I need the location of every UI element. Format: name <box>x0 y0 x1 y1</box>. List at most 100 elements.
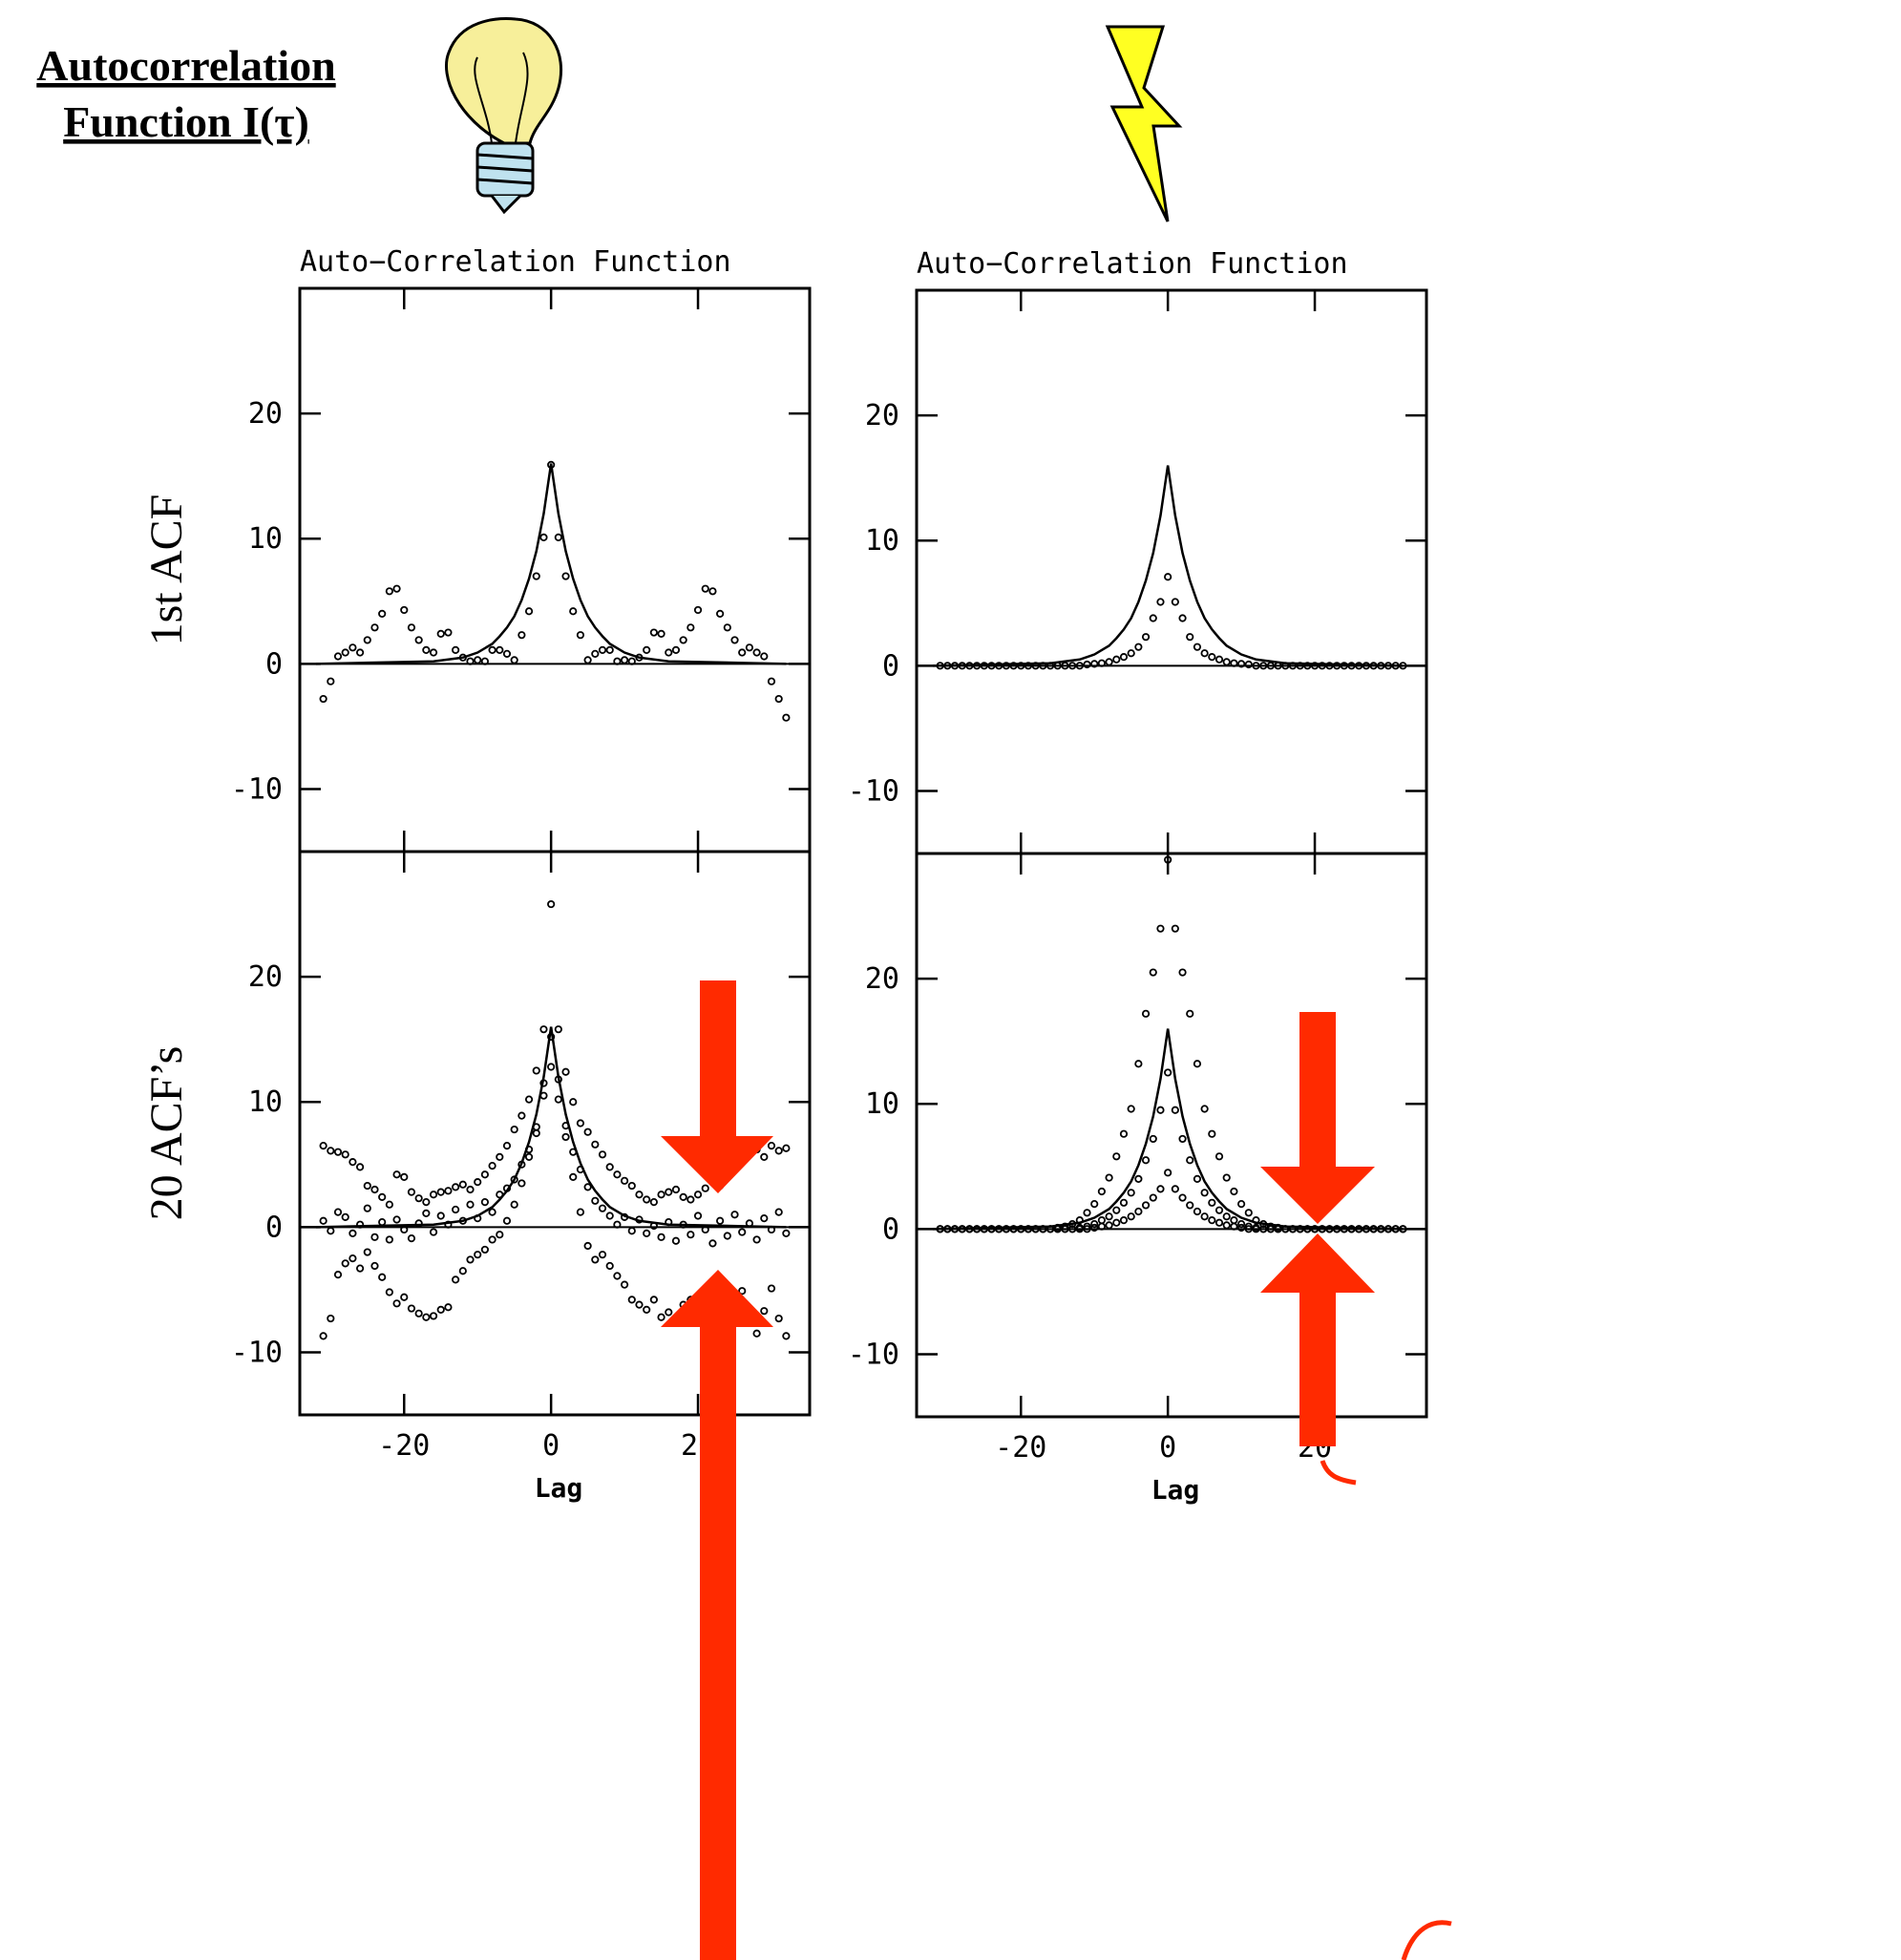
data-point <box>1186 1009 1194 1018</box>
data-point <box>1097 1222 1107 1231</box>
data-point <box>1119 1198 1129 1207</box>
data-point <box>1296 1225 1304 1233</box>
data-point <box>1156 924 1165 933</box>
data-point <box>1090 1219 1099 1229</box>
data-point <box>1017 662 1025 670</box>
data-point <box>363 636 371 644</box>
data-point <box>643 1305 651 1314</box>
data-point <box>474 1251 482 1259</box>
data-point <box>635 1191 644 1199</box>
data-point <box>665 1217 673 1227</box>
data-point <box>349 643 357 652</box>
data-point <box>1186 1156 1194 1165</box>
data-point <box>657 629 665 638</box>
data-point <box>605 1261 614 1271</box>
data-point <box>363 1248 371 1256</box>
data-point <box>716 1216 725 1225</box>
data-point <box>370 623 379 632</box>
data-point <box>1193 1174 1202 1183</box>
data-point <box>1236 1200 1246 1209</box>
data-point <box>723 623 731 632</box>
data-point <box>422 1313 431 1321</box>
data-point <box>414 1219 423 1228</box>
data-point <box>1053 1225 1062 1233</box>
data-point <box>576 1165 585 1174</box>
data-point <box>444 1303 453 1312</box>
data-point <box>1288 1225 1298 1233</box>
data-point <box>1149 1193 1157 1202</box>
data-point <box>1340 662 1348 670</box>
data-point <box>444 1187 453 1195</box>
data-point <box>1002 1225 1010 1233</box>
data-point <box>452 1183 460 1191</box>
data-point <box>782 1229 791 1237</box>
data-point <box>1090 1200 1099 1209</box>
data-point <box>1244 660 1253 669</box>
data-point <box>1296 662 1304 670</box>
data-point <box>701 1184 709 1192</box>
data-point <box>1310 1225 1320 1233</box>
data-point <box>370 1233 379 1241</box>
data-point <box>1061 662 1069 670</box>
data-point <box>378 1192 387 1201</box>
data-point <box>1127 1189 1135 1197</box>
data-point <box>686 1195 695 1204</box>
data-point <box>327 1147 335 1155</box>
data-point <box>1193 1207 1202 1216</box>
data-point <box>1362 662 1371 670</box>
data-point <box>554 533 562 542</box>
plot-frame <box>298 286 812 854</box>
data-point <box>547 460 556 469</box>
data-point <box>782 713 791 722</box>
data-point <box>583 1128 592 1136</box>
data-point <box>1384 1225 1393 1233</box>
data-point <box>496 1231 504 1239</box>
data-point <box>1391 662 1400 670</box>
data-point <box>760 1214 769 1223</box>
data-point <box>649 1198 658 1207</box>
data-point <box>1017 1225 1025 1233</box>
x-tick-label: -20 <box>995 1431 1046 1465</box>
data-point <box>333 1148 343 1156</box>
data-point <box>1141 1156 1151 1165</box>
data-point <box>708 1239 717 1248</box>
data-point <box>591 1140 600 1149</box>
x-axis-label: Lag <box>1151 1474 1200 1506</box>
data-point <box>436 629 445 638</box>
data-point <box>355 1163 365 1171</box>
data-point <box>385 1288 393 1296</box>
y-tick-label: 0 <box>882 1212 899 1246</box>
data-point <box>1097 1187 1107 1196</box>
data-point <box>524 1145 534 1154</box>
data-point <box>378 1273 387 1281</box>
plots: -10 0 10 20 Auto−Correlation Function 1st ACF… <box>141 245 1428 1506</box>
data-point <box>1053 662 1062 670</box>
data-point <box>1090 660 1099 668</box>
data-point <box>936 1225 944 1233</box>
data-point <box>693 1212 703 1220</box>
data-point <box>598 645 607 655</box>
data-point <box>1274 662 1282 670</box>
data-point <box>774 1314 783 1323</box>
data-point <box>1171 924 1179 933</box>
data-point <box>539 1079 548 1087</box>
data-point <box>1377 1225 1385 1233</box>
data-point <box>605 1163 614 1171</box>
data-point <box>679 1220 687 1229</box>
data-point <box>1171 1185 1179 1193</box>
data-point <box>760 652 769 661</box>
data-point <box>1362 1225 1371 1233</box>
data-point <box>1266 662 1275 670</box>
data-point <box>1208 1198 1216 1207</box>
data-point <box>452 1205 460 1214</box>
data-point <box>767 1225 776 1234</box>
plot-frame <box>915 852 1428 1419</box>
red-curve <box>1320 1460 1452 1960</box>
data-point <box>1288 662 1298 670</box>
model-line <box>315 463 787 665</box>
heading: Autocorrelation <box>36 41 335 90</box>
data-point <box>693 605 703 615</box>
model-line <box>932 465 1404 667</box>
data-point <box>1347 1225 1356 1233</box>
data-point <box>547 899 556 909</box>
